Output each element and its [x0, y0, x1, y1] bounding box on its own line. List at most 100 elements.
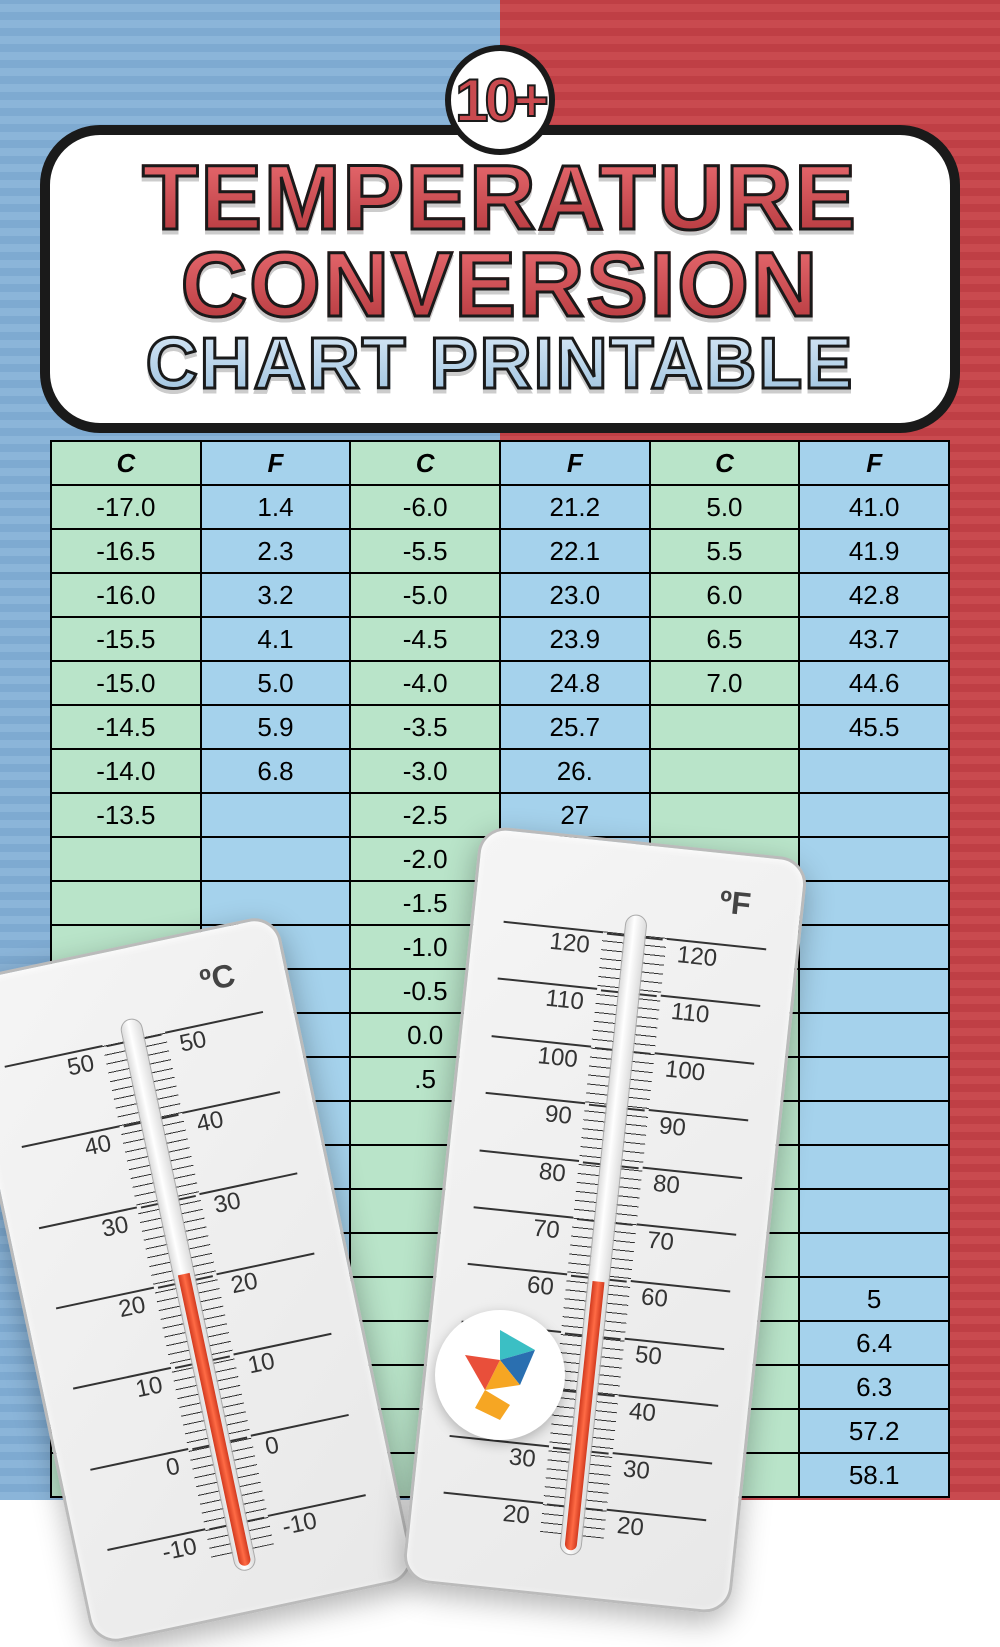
- cell-celsius: -6.0: [350, 485, 500, 529]
- cell-fahrenheit: [201, 793, 351, 837]
- scale-tick: 40: [616, 1395, 719, 1435]
- cell-celsius: -13.5: [51, 793, 201, 837]
- cell-celsius: -14.0: [51, 749, 201, 793]
- scale-tick: 50: [5, 1045, 109, 1095]
- cell-fahrenheit: [799, 1057, 949, 1101]
- scale-tick: 30: [610, 1452, 713, 1492]
- cell-fahrenheit: 3.2: [201, 573, 351, 617]
- cell-fahrenheit: [799, 793, 949, 837]
- cell-fahrenheit: 6.3: [799, 1365, 949, 1409]
- scale-tick: 30: [447, 1434, 550, 1474]
- cell-celsius: -5.0: [350, 573, 500, 617]
- scale-tick: 20: [56, 1287, 160, 1337]
- scale-tick: 80: [477, 1149, 580, 1189]
- cell-fahrenheit: 21.2: [500, 485, 650, 529]
- cell-fahrenheit: 41.0: [799, 485, 949, 529]
- cell-celsius: -3.0: [350, 749, 500, 793]
- pinwheel-icon: [465, 1330, 535, 1420]
- scale-tick: 70: [471, 1206, 574, 1246]
- cell-fahrenheit: [799, 837, 949, 881]
- cell-fahrenheit: [799, 749, 949, 793]
- cell-fahrenheit: [799, 925, 949, 969]
- badge-text: 10+: [455, 66, 545, 135]
- logo-badge: [435, 1310, 565, 1440]
- scale-tick: 20: [441, 1492, 544, 1532]
- cell-celsius: -4.5: [350, 617, 500, 661]
- cell-celsius: -15.5: [51, 617, 201, 661]
- cell-fahrenheit: 57.2: [799, 1409, 949, 1453]
- title-line-2: CONVERSION: [80, 242, 920, 329]
- col-header: C: [650, 441, 800, 485]
- scale-tick: 110: [495, 978, 598, 1018]
- cell-fahrenheit: 5.0: [201, 661, 351, 705]
- cell-fahrenheit: 5.9: [201, 705, 351, 749]
- thermometer-c-label: ºC: [197, 956, 239, 999]
- scale-tick: 50: [622, 1337, 725, 1377]
- cell-celsius: -2.5: [350, 793, 500, 837]
- cell-celsius: 7.0: [650, 661, 800, 705]
- cell-celsius: 5.0: [650, 485, 800, 529]
- cell-fahrenheit: [201, 881, 351, 925]
- cell-fahrenheit: [799, 969, 949, 1013]
- cell-celsius: 6.0: [650, 573, 800, 617]
- cell-celsius: [51, 837, 201, 881]
- scale-tick: 20: [216, 1253, 320, 1303]
- scale-tick: 80: [640, 1166, 743, 1206]
- scale-tick: 10: [73, 1367, 177, 1417]
- col-header: C: [51, 441, 201, 485]
- scale-tick: 30: [199, 1172, 303, 1222]
- scale-tick: 90: [646, 1109, 749, 1149]
- cell-fahrenheit: 22.1: [500, 529, 650, 573]
- table-row: -16.52.3-5.522.15.541.9: [51, 529, 949, 573]
- title-line-1: TEMPERATURE: [80, 155, 920, 242]
- cell-fahrenheit: 41.9: [799, 529, 949, 573]
- cell-celsius: -16.0: [51, 573, 201, 617]
- scale-tick: 90: [483, 1092, 586, 1132]
- cell-celsius: -4.0: [350, 661, 500, 705]
- table-row: -14.06.8-3.026.: [51, 749, 949, 793]
- scale-tick: -10: [268, 1494, 372, 1544]
- scale-tick: 30: [39, 1206, 143, 1256]
- cell-fahrenheit: 24.8: [500, 661, 650, 705]
- title-block: 10+ TEMPERATURE CONVERSION CHART PRINTAB…: [40, 45, 960, 433]
- scale-tick: 70: [634, 1223, 737, 1263]
- cell-celsius: [650, 749, 800, 793]
- scale-tick: 100: [652, 1052, 755, 1092]
- scale-tick: 60: [628, 1280, 731, 1320]
- col-header: F: [500, 441, 650, 485]
- scale-tick: 0: [251, 1414, 355, 1464]
- cell-celsius: -17.0: [51, 485, 201, 529]
- cell-fahrenheit: 23.0: [500, 573, 650, 617]
- cell-fahrenheit: 25.7: [500, 705, 650, 749]
- table-row: -17.01.4-6.021.25.041.0: [51, 485, 949, 529]
- table-row: -14.55.9-3.525.745.5: [51, 705, 949, 749]
- col-header: F: [799, 441, 949, 485]
- cell-fahrenheit: 42.8: [799, 573, 949, 617]
- cell-fahrenheit: 26.: [500, 749, 650, 793]
- scale-tick: 40: [22, 1126, 126, 1176]
- cell-celsius: -3.5: [350, 705, 500, 749]
- scale-tick: 100: [489, 1035, 592, 1075]
- cell-fahrenheit: 1.4: [201, 485, 351, 529]
- cell-celsius: [650, 705, 800, 749]
- table-row: -15.54.1-4.523.96.543.7: [51, 617, 949, 661]
- cell-celsius: 6.5: [650, 617, 800, 661]
- scale-tick: 10: [233, 1333, 337, 1383]
- cell-fahrenheit: 5: [799, 1277, 949, 1321]
- cell-celsius: 5.5: [650, 529, 800, 573]
- cell-fahrenheit: 43.7: [799, 617, 949, 661]
- cell-fahrenheit: [799, 1101, 949, 1145]
- cell-fahrenheit: [799, 1013, 949, 1057]
- cell-fahrenheit: 58.1: [799, 1453, 949, 1497]
- table-row: -16.03.2-5.023.06.042.8: [51, 573, 949, 617]
- scale-tick: 120: [664, 938, 767, 978]
- cell-fahrenheit: 23.9: [500, 617, 650, 661]
- badge-circle: 10+: [445, 45, 555, 155]
- scale-tick: 120: [501, 921, 604, 961]
- table-row: -15.05.0-4.024.87.044.6: [51, 661, 949, 705]
- scale-tick: 40: [182, 1091, 286, 1141]
- cell-fahrenheit: 6.4: [799, 1321, 949, 1365]
- cell-celsius: -15.0: [51, 661, 201, 705]
- scale-tick: 50: [165, 1011, 269, 1061]
- cell-fahrenheit: 44.6: [799, 661, 949, 705]
